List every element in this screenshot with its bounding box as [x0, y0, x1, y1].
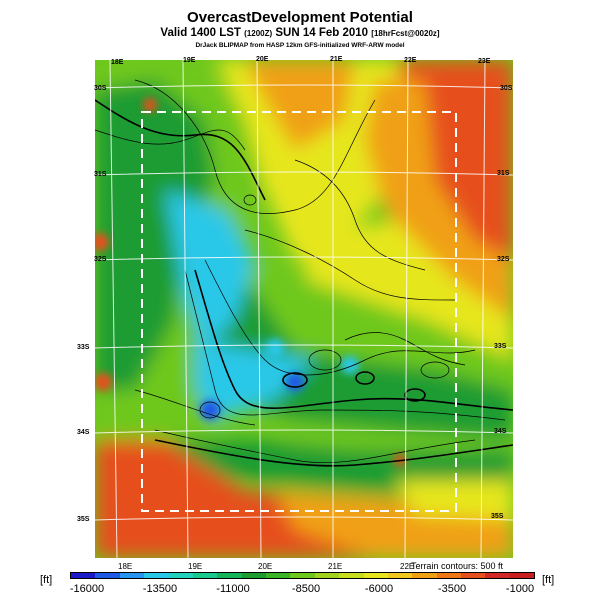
scale-tick-2: -11000 — [216, 583, 250, 595]
lat-label-right-1: 31S — [497, 170, 510, 177]
lon-label-bottom-2: 20E — [258, 562, 273, 571]
units-label-right: [ft] — [542, 574, 555, 586]
lat-label-left-0: 30S — [94, 85, 107, 92]
lon-label-bottom-1: 19E — [188, 562, 203, 571]
valid-time: Valid 1400 LST (1200Z) SUN 14 Feb 2010 [… — [0, 27, 600, 39]
lon-label-bottom-4: 22E — [400, 562, 415, 571]
lon-label-top-5: 23E — [478, 58, 491, 65]
map-title: OvercastDevelopment Potential — [187, 9, 413, 26]
lon-label-top-4: 22E — [404, 57, 417, 64]
lat-label-left-5: 35S — [77, 516, 90, 523]
scale-swatch-5 — [192, 573, 218, 578]
forecast-map — [95, 60, 513, 558]
terrain-contours — [95, 79, 513, 467]
forecast-info: [18hrFcst@0020z] — [371, 29, 440, 38]
scale-swatch-7 — [241, 573, 266, 578]
lon-label-top-0: 18E — [111, 59, 124, 66]
scale-swatch-13 — [387, 573, 413, 578]
lon-label-bottom-3: 21E — [328, 562, 343, 571]
lat-label-left-2: 32S — [94, 256, 107, 263]
lat-label-right-4: 34S — [494, 428, 507, 435]
scale-swatch-4 — [168, 573, 193, 578]
scale-swatch-2 — [119, 573, 145, 578]
lat-lon-grid — [95, 60, 513, 558]
lat-label-left-1: 31S — [94, 171, 107, 178]
scale-tick-3: -8500 — [291, 583, 321, 595]
scale-swatch-14 — [412, 573, 437, 578]
scale-swatch-18 — [509, 573, 535, 578]
lat-label-left-4: 34S — [77, 429, 90, 436]
scale-tick-4: -6000 — [364, 583, 394, 595]
scale-swatch-6 — [217, 573, 242, 578]
scale-swatch-3 — [144, 573, 169, 578]
terrain-contour-note: Terrain contours: 500 ft — [410, 561, 503, 571]
scale-swatch-1 — [95, 573, 120, 578]
scale-swatch-8 — [266, 573, 291, 578]
lon-label-top-2: 20E — [256, 56, 269, 63]
valid-time-utc: (1200Z) — [244, 29, 273, 38]
scale-swatch-17 — [485, 573, 510, 578]
scale-swatch-15 — [436, 573, 461, 578]
scale-tick-0: -16000 — [69, 583, 105, 595]
units-label-left: [ft] — [40, 574, 53, 586]
map-svg — [95, 60, 513, 558]
forecast-domain-box — [141, 111, 457, 512]
scale-tick-1: -13500 — [142, 583, 178, 595]
scale-swatch-12 — [363, 573, 388, 578]
lat-label-right-2: 32S — [497, 256, 510, 263]
scale-swatch-0 — [71, 573, 96, 578]
lon-label-top-1: 19E — [183, 57, 196, 64]
scale-swatch-10 — [314, 573, 340, 578]
lat-label-right-5: 35S — [491, 513, 504, 520]
color-scale-bar — [70, 572, 535, 579]
lat-label-right-3: 33S — [494, 343, 507, 350]
scale-swatch-9 — [290, 573, 315, 578]
lon-label-bottom-0: 18E — [118, 562, 133, 571]
scale-swatch-11 — [339, 573, 364, 578]
scale-tick-5: -3500 — [437, 583, 467, 595]
valid-date: SUN 14 Feb 2010 — [275, 27, 369, 39]
lat-label-right-0: 30S — [500, 85, 513, 92]
scale-swatch-16 — [461, 573, 486, 578]
overcast-field — [95, 60, 513, 558]
lon-label-top-3: 21E — [330, 56, 343, 63]
lat-label-left-3: 33S — [77, 344, 90, 351]
valid-time-main: Valid 1400 LST — [160, 27, 241, 39]
model-credit: DrJack BLIPMAP from HASP 12km GFS-initia… — [195, 42, 405, 49]
scale-tick-6: -1000 — [505, 583, 535, 595]
